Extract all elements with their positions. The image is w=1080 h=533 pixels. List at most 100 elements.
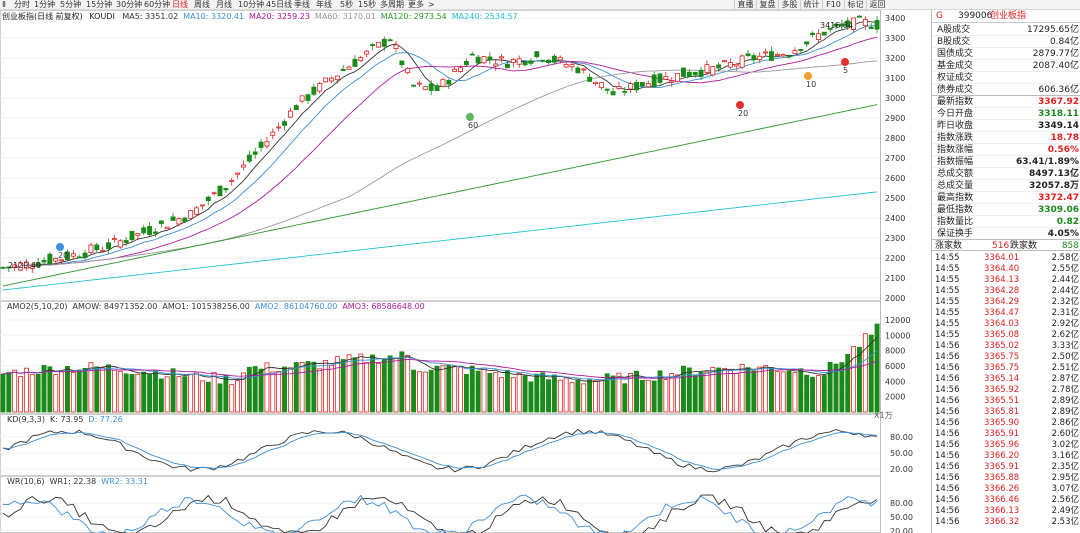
candle[interactable]: [158, 220, 164, 224]
candle[interactable]: [810, 32, 815, 35]
candle[interactable]: [610, 91, 616, 96]
candle[interactable]: [18, 262, 23, 271]
tab-timeframe-10[interactable]: 45日线: [266, 0, 293, 9]
candle[interactable]: [317, 82, 323, 92]
candle[interactable]: [381, 38, 387, 47]
candle[interactable]: [598, 82, 604, 88]
candle[interactable]: [434, 85, 440, 92]
candle[interactable]: [528, 60, 534, 64]
candle[interactable]: [510, 59, 516, 63]
candle[interactable]: [475, 56, 481, 64]
tab-timeframe-0[interactable]: 分时: [14, 0, 30, 9]
candle[interactable]: [686, 71, 692, 77]
tab-timeframe-4[interactable]: 30分钟: [116, 0, 143, 9]
candle[interactable]: [722, 60, 727, 63]
candle[interactable]: [235, 172, 241, 175]
candle[interactable]: [857, 15, 862, 18]
candle[interactable]: [147, 226, 153, 235]
candle[interactable]: [229, 179, 235, 182]
candle[interactable]: [170, 216, 176, 221]
candle[interactable]: [370, 44, 375, 47]
candle[interactable]: [417, 82, 422, 85]
candle[interactable]: [821, 31, 827, 36]
candle[interactable]: [780, 54, 786, 57]
tab-timeframe-1[interactable]: 1分钟: [34, 0, 56, 9]
candle[interactable]: [563, 64, 569, 68]
candle[interactable]: [587, 76, 593, 82]
candle[interactable]: [405, 68, 411, 74]
candle[interactable]: [129, 230, 135, 241]
candle[interactable]: [41, 259, 47, 263]
candle[interactable]: [557, 56, 563, 61]
candle[interactable]: [593, 81, 598, 84]
candle[interactable]: [258, 141, 264, 148]
candle[interactable]: [645, 83, 651, 88]
candle[interactable]: [798, 48, 804, 51]
candle[interactable]: [763, 51, 769, 54]
candle[interactable]: [223, 187, 229, 191]
candle[interactable]: [199, 204, 205, 207]
candle[interactable]: [487, 56, 493, 61]
candle[interactable]: [264, 141, 270, 147]
candle[interactable]: [94, 244, 100, 251]
candle[interactable]: [211, 192, 217, 195]
candle[interactable]: [35, 262, 41, 267]
candle[interactable]: [716, 64, 722, 69]
candle[interactable]: [29, 266, 35, 269]
candle[interactable]: [604, 88, 610, 91]
candle[interactable]: [710, 66, 716, 76]
candle[interactable]: [0, 266, 6, 269]
candle[interactable]: [440, 79, 446, 87]
candle[interactable]: [176, 218, 182, 225]
candle[interactable]: [106, 242, 111, 250]
candle[interactable]: [505, 63, 510, 69]
candle[interactable]: [733, 63, 739, 67]
candle[interactable]: [745, 53, 751, 57]
candle[interactable]: [651, 74, 657, 88]
tab-timeframe-12[interactable]: 年线: [316, 0, 332, 9]
candle[interactable]: [569, 64, 575, 68]
candle[interactable]: [522, 61, 528, 66]
candle[interactable]: [182, 217, 188, 222]
signal-marker-icon[interactable]: [841, 58, 849, 66]
candle[interactable]: [851, 17, 857, 31]
candle[interactable]: [123, 240, 129, 243]
candle[interactable]: [246, 154, 252, 162]
candle[interactable]: [358, 57, 364, 62]
candle[interactable]: [252, 151, 258, 155]
candle[interactable]: [516, 58, 522, 65]
candle[interactable]: [111, 238, 117, 240]
candle[interactable]: [153, 231, 158, 234]
candle[interactable]: [12, 264, 18, 268]
toolbar-button-0[interactable]: 直播: [734, 0, 756, 10]
toolbar-button-2[interactable]: 多股: [778, 0, 800, 10]
candle[interactable]: [639, 82, 645, 87]
candle[interactable]: [469, 53, 475, 56]
candle[interactable]: [499, 56, 505, 59]
candle[interactable]: [329, 77, 334, 82]
candle[interactable]: [446, 80, 452, 85]
candle[interactable]: [287, 110, 293, 118]
candle[interactable]: [194, 207, 199, 215]
candle[interactable]: [53, 258, 59, 262]
signal-marker-icon[interactable]: [804, 72, 812, 80]
candle[interactable]: [481, 56, 487, 64]
candle[interactable]: [751, 55, 757, 61]
candle[interactable]: [804, 41, 810, 45]
signal-marker-icon[interactable]: [56, 243, 64, 251]
chart-area[interactable]: 3400 3300 3200 3100 3000 2900 2800 2700 2600 2500…: [0, 10, 931, 533]
candle[interactable]: [839, 23, 845, 27]
candle[interactable]: [88, 244, 94, 254]
candle[interactable]: [270, 131, 276, 136]
candle[interactable]: [628, 83, 634, 90]
tab-timeframe-2[interactable]: 5分钟: [60, 0, 82, 9]
candle[interactable]: [458, 67, 463, 72]
candle[interactable]: [493, 63, 499, 67]
candle[interactable]: [59, 259, 65, 262]
candle[interactable]: [311, 86, 317, 95]
candle[interactable]: [6, 266, 12, 269]
candle[interactable]: [681, 67, 686, 77]
candle[interactable]: [323, 77, 329, 83]
candle[interactable]: [23, 261, 29, 269]
candle[interactable]: [352, 58, 358, 67]
